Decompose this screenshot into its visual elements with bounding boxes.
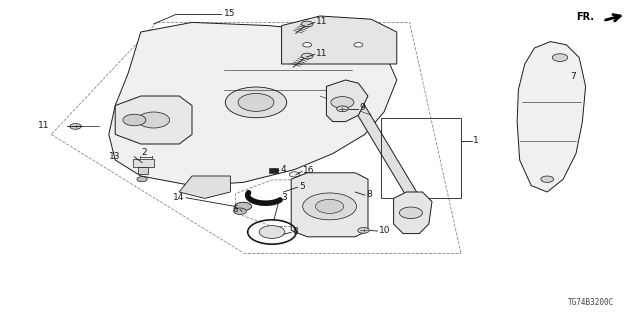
Text: 10: 10 [379,226,390,235]
Polygon shape [109,22,397,186]
Circle shape [552,54,568,61]
Text: 3: 3 [281,193,287,202]
Polygon shape [282,16,397,64]
Circle shape [138,112,170,128]
Text: 14: 14 [173,193,184,202]
Text: 16: 16 [303,166,315,175]
Text: 13: 13 [109,152,120,161]
Polygon shape [115,96,192,144]
Text: 2: 2 [142,148,147,157]
Text: TG74B3200C: TG74B3200C [568,298,614,307]
Circle shape [541,176,554,182]
Text: 5: 5 [299,182,305,191]
FancyBboxPatch shape [138,167,148,174]
Circle shape [137,177,147,182]
Circle shape [354,43,363,47]
Polygon shape [394,192,432,234]
Circle shape [301,53,313,59]
Text: 11: 11 [316,49,328,58]
Text: 7: 7 [570,72,575,81]
Text: 9: 9 [360,103,365,112]
Circle shape [259,226,285,238]
Polygon shape [342,90,422,202]
Text: 8: 8 [292,227,298,236]
Text: 11: 11 [38,121,50,130]
Text: 8: 8 [366,190,372,199]
Polygon shape [269,168,278,173]
Polygon shape [326,80,368,122]
Circle shape [234,208,246,214]
Text: 1: 1 [473,136,479,145]
Circle shape [337,106,348,112]
Circle shape [123,114,146,126]
Text: 11: 11 [316,17,328,26]
Text: 6: 6 [232,205,238,214]
Polygon shape [517,42,586,192]
Text: FR.: FR. [576,12,594,22]
Polygon shape [291,173,368,237]
Circle shape [303,193,356,220]
Circle shape [238,93,274,111]
Circle shape [331,97,354,108]
Circle shape [235,202,252,211]
Circle shape [316,199,344,213]
Text: 4: 4 [280,165,286,174]
Polygon shape [179,176,230,198]
Circle shape [225,87,287,118]
Circle shape [301,21,313,27]
Circle shape [303,43,312,47]
Text: 15: 15 [224,9,236,18]
FancyBboxPatch shape [133,159,154,167]
Circle shape [358,228,369,233]
Circle shape [399,207,422,219]
Circle shape [70,124,81,129]
